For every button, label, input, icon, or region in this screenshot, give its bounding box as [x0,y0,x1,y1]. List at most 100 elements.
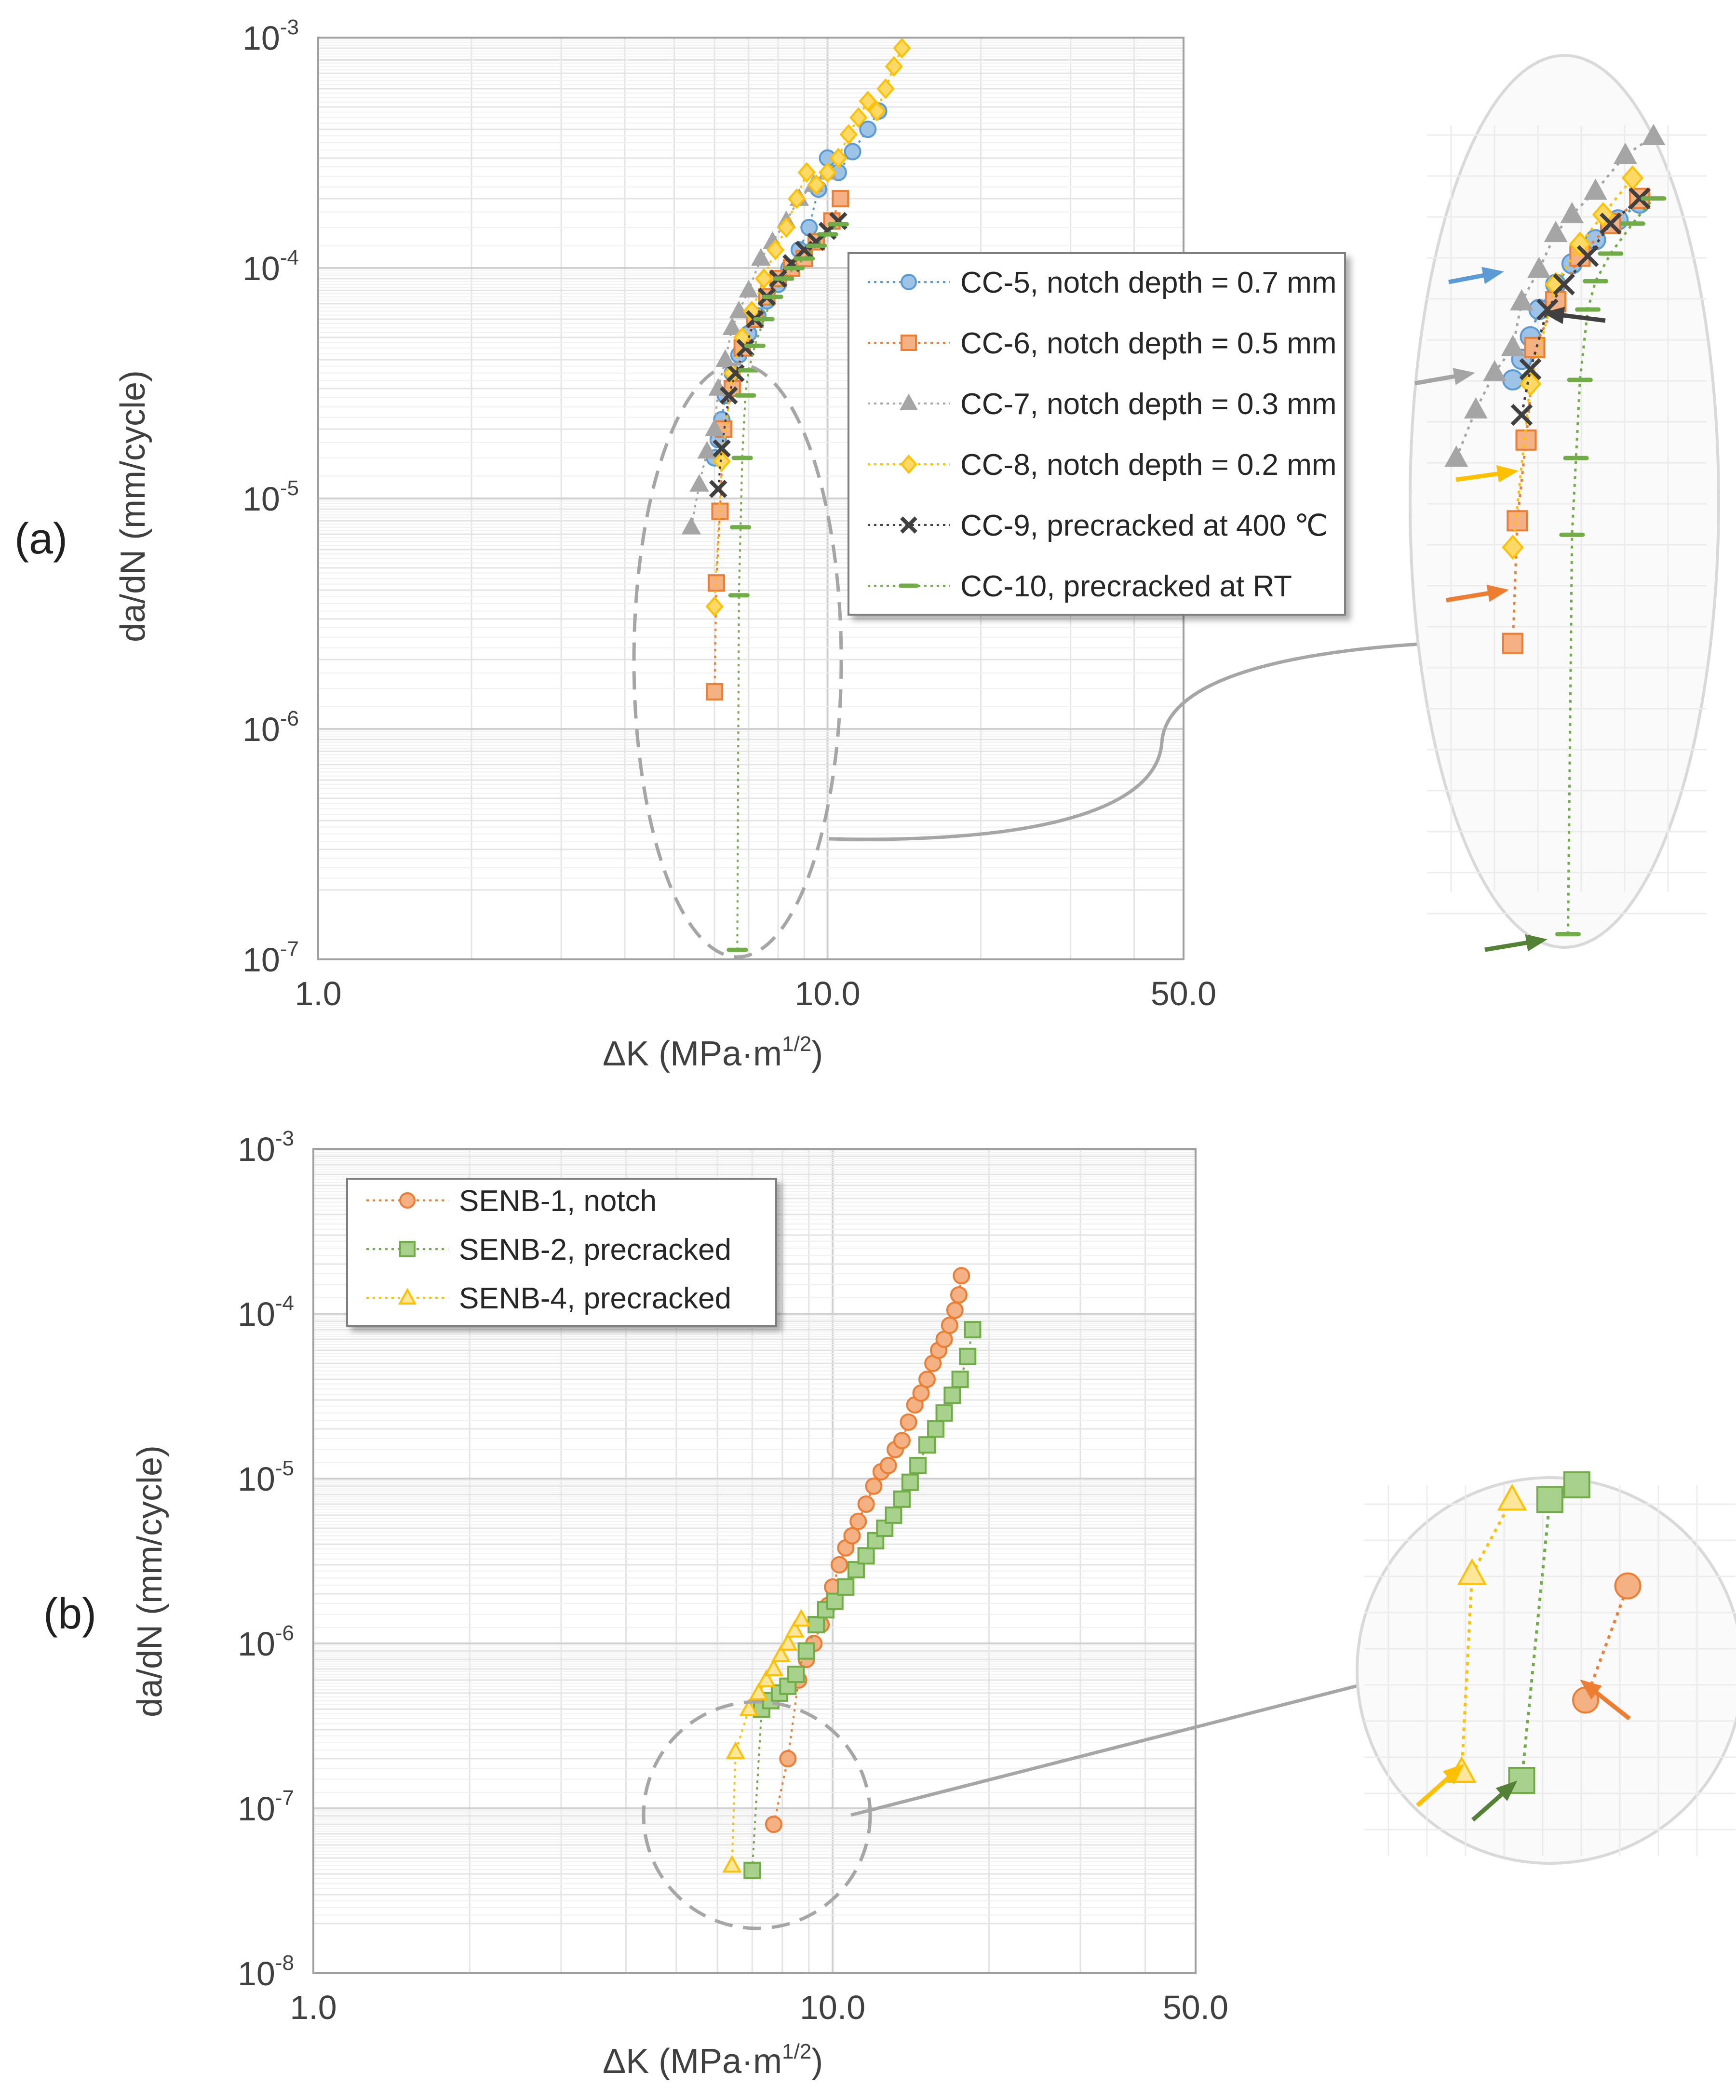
y-tick-label: 10-5 [242,476,299,518]
panel-b-zoom-circle [642,1700,872,1930]
data-point [829,148,848,169]
data-point [751,248,771,266]
data-point [849,1512,867,1530]
panel-b-plot-area [312,1148,1197,1974]
inset-data-point [1502,369,1524,391]
data-point [739,280,759,298]
inset-arrowhead [1525,934,1548,952]
panel-a-legend-entries: CC-5, notch depth = 0.7 mm CC-6, notch de… [868,266,1337,603]
data-point [726,1741,745,1759]
x-tick-label: 10.0 [794,975,860,1012]
y-tick-label: 10-4 [238,1292,294,1333]
data-point [681,516,701,535]
data-point [787,188,806,209]
data-point [713,451,731,472]
inset-data-point [1642,123,1666,145]
data-point [754,268,773,289]
inset-series-line [1455,135,1655,459]
series-line [736,223,839,950]
inset-data-point [1510,404,1533,426]
y-tick-label: 10-7 [242,937,299,979]
inset-data-point [1502,535,1524,560]
data-point [779,1750,797,1768]
data-point [722,1855,742,1873]
panel-b-inset-circle [1356,1476,1736,1865]
panel-b-marks [722,1267,982,1879]
data-point [785,1620,805,1638]
panel-a-ticks: 1.0 10.0 50.0 10-3 10-4 10-5 10-6 10-7 [242,15,1216,1012]
data-point [739,1698,759,1716]
legend-label: SENB-1, notch [459,1185,657,1218]
inset-series-4 [1510,187,1651,426]
inset-data-point [1464,397,1488,419]
data-point [705,596,724,617]
data-point [946,1301,964,1319]
x-tick-label: 10.0 [800,1989,865,2026]
panel-b-zoom-inset [1356,1471,1736,1865]
data-point [791,1609,811,1627]
legend-label: CC-9, precracked at 400 ℃ [960,509,1328,542]
data-point [787,1665,805,1683]
data-point [756,1669,776,1687]
data-point [837,1578,855,1596]
inset-data-point [1628,187,1651,210]
data-point [964,1321,982,1339]
inset-arrowhead [1495,1780,1518,1801]
inset-data-point [1614,1572,1642,1600]
panel-a-marks [681,38,911,952]
inset-data-point [1527,256,1551,278]
data-point [951,1371,969,1388]
legend-marker [900,516,917,534]
y-tick-label: 10-5 [238,1456,294,1498]
data-point [857,1495,875,1513]
y-tick-label: 10-4 [242,246,299,287]
inset-data-point [1519,358,1542,380]
x-tick-label: 1.0 [295,975,341,1012]
legend-marker [901,335,917,351]
data-point [918,1371,936,1388]
inset-data-point [1563,1471,1590,1498]
legend-marker [901,274,917,290]
panel-a-inset-ellipse [1409,54,1720,949]
data-point [771,1644,791,1662]
data-point [893,38,911,59]
data-point [857,1547,875,1565]
data-point [900,1413,917,1431]
panel-a-xlabel: ΔK (MPa·m1/2) [603,1032,823,1073]
data-point [935,1404,953,1422]
data-point [722,317,742,335]
panel-b-ylabel: da/dN (mm/cycle) [131,1445,169,1717]
legend-label: CC-7, notch depth = 0.3 mm [960,388,1337,421]
data-point [843,1527,861,1545]
y-tick-label: 10-3 [238,1127,294,1168]
data-point [879,1456,897,1474]
data-point [868,100,886,121]
inset-data-point [1457,1558,1487,1585]
x-tick-label: 50.0 [1151,975,1216,1012]
panel-b-legend-box [346,1178,777,1327]
panel-a-label: (a) [14,515,67,563]
data-point [818,162,837,183]
data-point [953,1267,970,1285]
data-point [749,1683,768,1700]
data-point [859,91,877,112]
panel-a-legend: CC-5, notch depth = 0.7 mm CC-6, notch de… [848,252,1346,616]
series-2 [722,1609,811,1873]
inset-arrowhead [1442,1763,1465,1785]
inset-series-2 [1444,123,1666,467]
data-point [865,1477,883,1495]
legend-label: SENB-4, precracked [459,1282,731,1315]
legend-label: CC-6, notch depth = 0.5 mm [960,327,1337,360]
inset-data-point [1544,221,1568,242]
data-point [719,386,738,405]
series-1 [743,1321,982,1879]
series-line [731,1619,802,1866]
inset-arrowhead [1486,584,1509,602]
data-point [709,480,727,498]
data-point [909,1456,927,1474]
inset-arrowhead [1496,465,1519,483]
panel-a-zoom-ellipse [632,362,843,959]
data-point [797,162,816,183]
inset-data-point [1569,231,1591,257]
